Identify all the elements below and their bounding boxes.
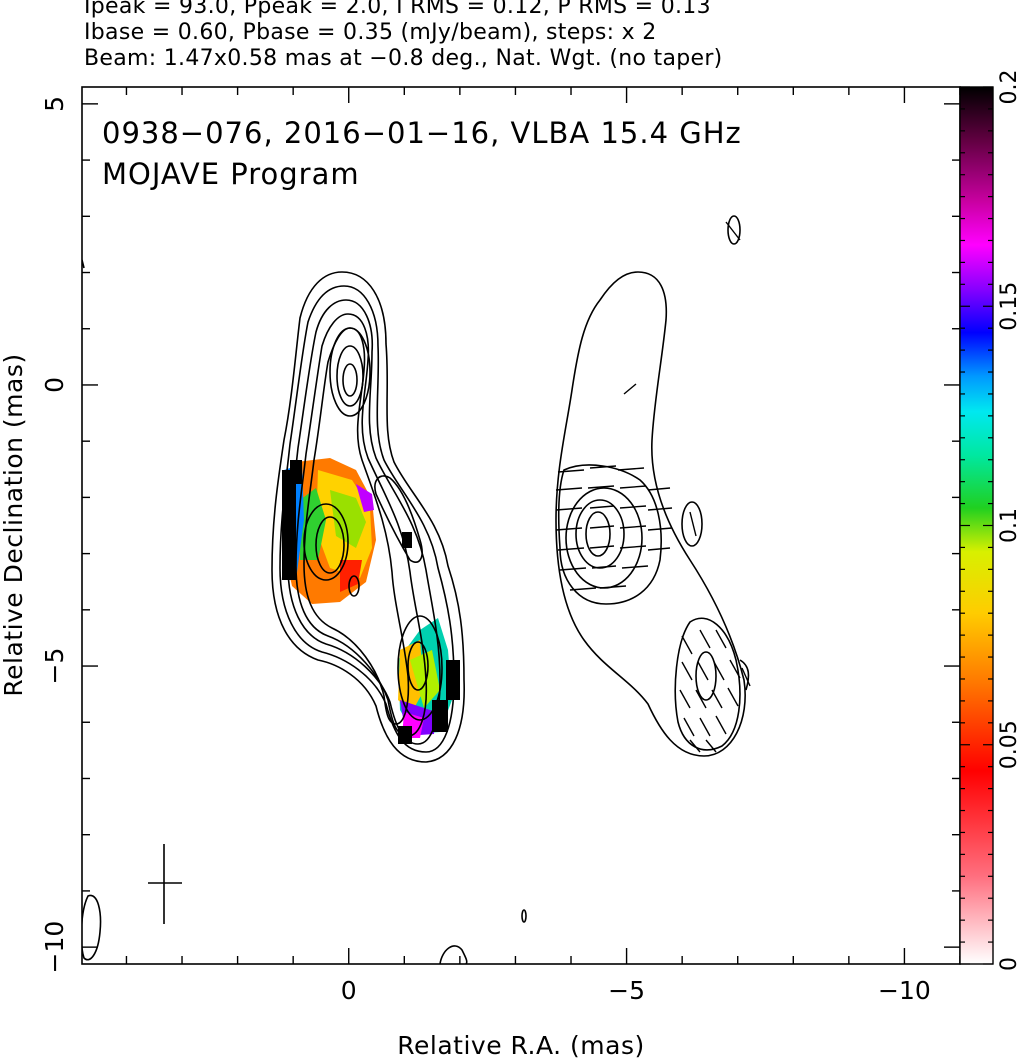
colorbar-tick-label: 0.05 [997, 720, 1021, 769]
colorbar-tick-labels: 0 0.05 0.1 0.15 0.2 [997, 70, 1021, 972]
x-axis-label: Relative R.A. (mas) [397, 1031, 644, 1060]
plot-frame [81, 86, 961, 965]
x-tick-label: −10 [878, 976, 931, 1005]
x-axis-tick-labels: 0 −5 −10 [341, 976, 931, 1005]
polarization-vectors [555, 221, 751, 753]
y-axis-tick-labels: 5 0 −5 −10 [40, 96, 69, 974]
x-tick-label: −5 [608, 976, 645, 1005]
colorbar-ticks [960, 86, 993, 965]
header-line-3: Beam: 1.47x0.58 mas at −0.8 deg., Nat. W… [84, 46, 723, 71]
x-axis-ticks [125, 87, 961, 964]
y-tick-label: 0 [40, 377, 69, 393]
colorbar-tick-label: 0.2 [997, 70, 1021, 105]
x-tick-label: 0 [341, 976, 357, 1005]
intensity-contours [82, 259, 527, 964]
y-axis-ticks [82, 103, 960, 948]
colorbar-tick-label: 0 [997, 957, 1021, 971]
chart-title: 0938−076, 2016−01−16, VLBA 15.4 GHz [102, 116, 742, 150]
y-axis-label: Relative Declination (mas) [0, 353, 28, 696]
beam-marker [148, 844, 182, 924]
colorbar-tick-label: 0.15 [997, 282, 1021, 331]
polarized-contours [555, 215, 750, 757]
map-area [82, 215, 751, 964]
y-tick-label: −10 [40, 921, 69, 974]
y-tick-label: 5 [40, 96, 69, 112]
y-tick-label: −5 [40, 648, 69, 685]
polarization-patch-lower [398, 618, 460, 744]
header-line-1: Ipeak = 93.0, Ppeak = 2.0, I RMS = 0.12,… [84, 0, 711, 19]
colorbar-tick-label: 0.1 [997, 508, 1021, 543]
chart-subtitle: MOJAVE Program [102, 157, 360, 191]
header-line-2: Ibase = 0.60, Pbase = 0.35 (mJy/beam), s… [84, 20, 657, 45]
